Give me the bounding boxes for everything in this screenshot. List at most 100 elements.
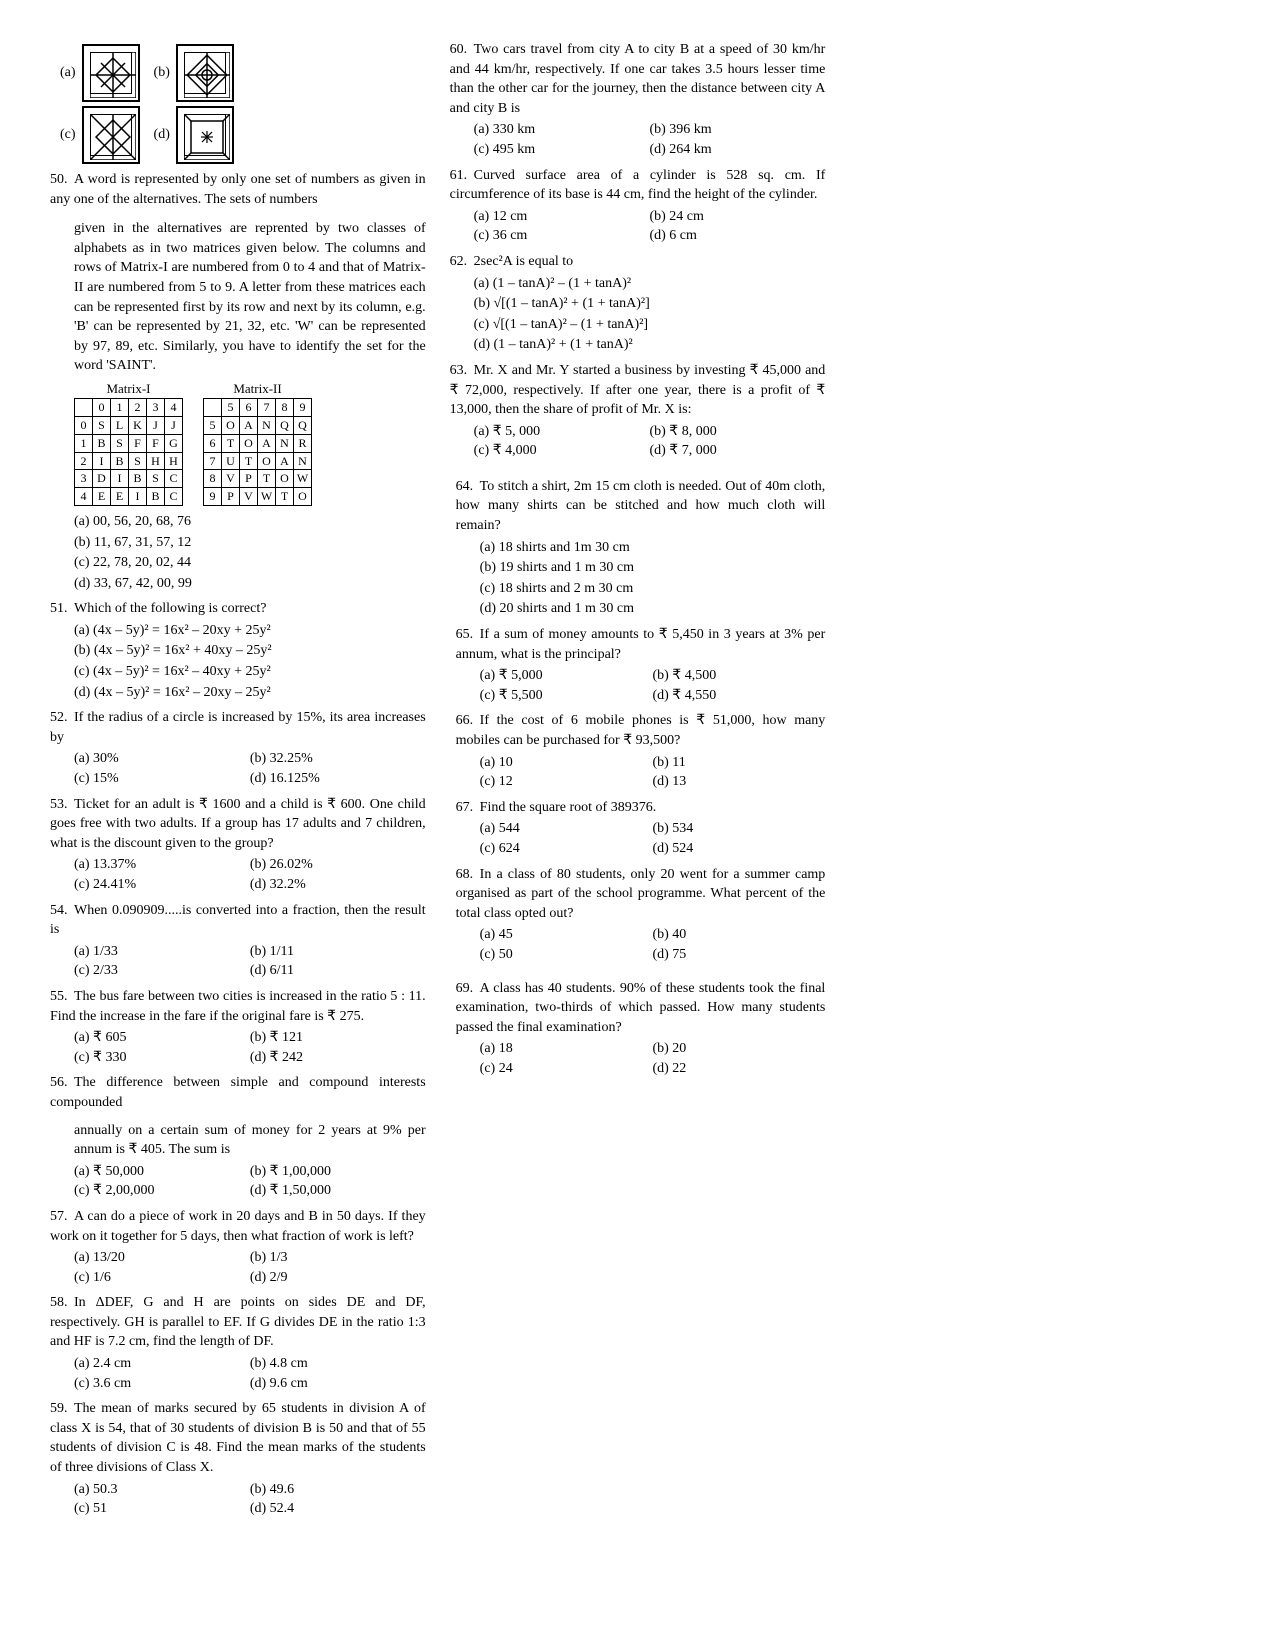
q67-opt-d: (d) 524 [652,839,825,859]
q52-opt-b: (b) 32.25% [250,749,426,769]
q68-opt-d: (d) 75 [652,945,825,965]
q66-opt-a: (a) 10 [480,753,653,773]
q53-text: Ticket for an adult is ₹ 1600 and a chil… [50,797,426,851]
q51-opt-a: (a) (4x – 5y)² = 16x² – 20xy + 25y² [74,621,426,641]
fig-label-c: (c) [60,125,76,145]
q65-num: 65. [456,625,480,645]
figure-b [176,44,234,102]
q64-opt-c: (c) 18 shirts and 2 m 30 cm [480,579,826,599]
question-61: 61.Curved surface area of a cylinder is … [450,166,826,246]
q65-opt-b: (b) ₹ 4,500 [652,666,825,686]
q67-text: Find the square root of 389376. [480,800,657,815]
q57-opt-c: (c) 1/6 [74,1268,250,1288]
q63-opt-a: (a) ₹ 5, 000 [474,422,650,442]
q55-opt-a: (a) ₹ 605 [74,1028,250,1048]
q67-opt-a: (a) 544 [480,819,653,839]
q50-opt-a: (a) 00, 56, 20, 68, 76 [74,512,426,532]
q59-opt-c: (c) 51 [74,1499,250,1519]
q52-text: If the radius of a circle is increased b… [50,710,426,745]
q58-opt-c: (c) 3.6 cm [74,1374,250,1394]
q66-num: 66. [456,711,480,731]
q52-num: 52. [50,708,74,728]
q57-opt-b: (b) 1/3 [250,1248,426,1268]
q54-opt-c: (c) 2/33 [74,961,250,981]
q59-opt-a: (a) 50.3 [74,1480,250,1500]
q60-opt-b: (b) 396 km [649,120,825,140]
q60-num: 60. [450,40,474,60]
q69-opt-d: (d) 22 [652,1059,825,1079]
q56-opt-a: (a) ₹ 50,000 [74,1162,250,1182]
q56-opt-b: (b) ₹ 1,00,000 [250,1162,426,1182]
q69-opt-b: (b) 20 [652,1039,825,1059]
question-67: 67.Find the square root of 389376. (a) 5… [456,798,826,859]
q58-num: 58. [50,1293,74,1313]
q59-opt-b: (b) 49.6 [250,1480,426,1500]
question-56: 56.The difference between simple and com… [50,1073,426,1201]
q55-num: 55. [50,987,74,1007]
q64-opt-d: (d) 20 shirts and 1 m 30 cm [480,599,826,619]
matrix-1: 012340SLKJJ1BSFFG2IBSHH3DIBSC4EEIBC [74,398,183,506]
q65-text: If a sum of money amounts to ₹ 5,450 in … [456,627,826,662]
fig-label-a: (a) [60,63,76,83]
q69-text: A class has 40 students. 90% of these st… [456,981,826,1035]
q62-opt-a: (a) (1 – tanA)² – (1 + tanA)² [474,274,826,294]
q53-opt-b: (b) 26.02% [250,855,426,875]
q50-opt-b: (b) 11, 67, 31, 57, 12 [74,533,426,553]
q53-opt-d: (d) 32.2% [250,875,426,895]
question-60: 60.Two cars travel from city A to city B… [450,40,826,160]
q61-opt-c: (c) 36 cm [474,226,650,246]
figure-c [82,106,140,164]
q61-opt-a: (a) 12 cm [474,207,650,227]
question-53: 53.Ticket for an adult is ₹ 1600 and a c… [50,795,426,895]
q62-num: 62. [450,252,474,272]
figure-d [176,106,234,164]
q66-text: If the cost of 6 mobile phones is ₹ 51,0… [456,713,826,748]
q58-text: In ΔDEF, G and H are points on sides DE … [50,1295,426,1349]
q60-opt-c: (c) 495 km [474,140,650,160]
q57-opt-a: (a) 13/20 [74,1248,250,1268]
q60-opt-d: (d) 264 km [649,140,825,160]
q58-opt-a: (a) 2.4 cm [74,1354,250,1374]
q54-text: When 0.090909.....is converted into a fr… [50,903,426,938]
q54-opt-b: (b) 1/11 [250,942,426,962]
q55-text: The bus fare between two cities is incre… [50,989,426,1024]
question-62: 62.2sec²A is equal to (a) (1 – tanA)² – … [450,252,826,355]
question-57: 57.A can do a piece of work in 20 days a… [50,1207,426,1287]
q60-text: Two cars travel from city A to city B at… [450,42,826,116]
q51-opt-b: (b) (4x – 5y)² = 16x² + 40xy – 25y² [74,641,426,661]
fig-label-d: (d) [154,125,170,145]
q50-num: 50. [50,170,74,190]
q67-num: 67. [456,798,480,818]
q65-opt-c: (c) ₹ 5,500 [480,686,653,706]
figure-a [82,44,140,102]
q56-text1: The difference between simple and compou… [50,1075,426,1110]
fig-label-b: (b) [154,63,170,83]
q53-opt-a: (a) 13.37% [74,855,250,875]
q66-opt-c: (c) 12 [480,772,653,792]
q67-opt-b: (b) 534 [652,819,825,839]
matrix1-label: Matrix-I [74,380,183,398]
q59-opt-d: (d) 52.4 [250,1499,426,1519]
q50-opt-c: (c) 22, 78, 20, 02, 44 [74,553,426,573]
page-content: (a) (b) (c) (d) 50.A word [50,40,1225,1590]
q63-text: Mr. X and Mr. Y started a business by in… [450,363,826,417]
question-58: 58.In ΔDEF, G and H are points on sides … [50,1293,426,1393]
q54-opt-d: (d) 6/11 [250,961,426,981]
q53-num: 53. [50,795,74,815]
q59-num: 59. [50,1399,74,1419]
q58-opt-d: (d) 9.6 cm [250,1374,426,1394]
question-69: 69.A class has 40 students. 90% of these… [456,979,826,1079]
q56-opt-d: (d) ₹ 1,50,000 [250,1181,426,1201]
q62-opt-b: (b) √[(1 – tanA)² + (1 + tanA)²] [474,294,826,314]
q56-num: 56. [50,1073,74,1093]
question-50: 50.A word is represented by only one set… [50,170,426,593]
q51-text: Which of the following is correct? [74,601,266,616]
question-54: 54.When 0.090909.....is converted into a… [50,901,426,981]
question-59: 59.The mean of marks secured by 65 stude… [50,1399,426,1519]
question-55: 55.The bus fare between two cities is in… [50,987,426,1067]
q52-opt-d: (d) 16.125% [250,769,426,789]
q63-opt-b: (b) ₹ 8, 000 [649,422,825,442]
q63-opt-c: (c) ₹ 4,000 [474,441,650,461]
q65-opt-a: (a) ₹ 5,000 [480,666,653,686]
q62-opt-d: (d) (1 – tanA)² + (1 + tanA)² [474,335,826,355]
